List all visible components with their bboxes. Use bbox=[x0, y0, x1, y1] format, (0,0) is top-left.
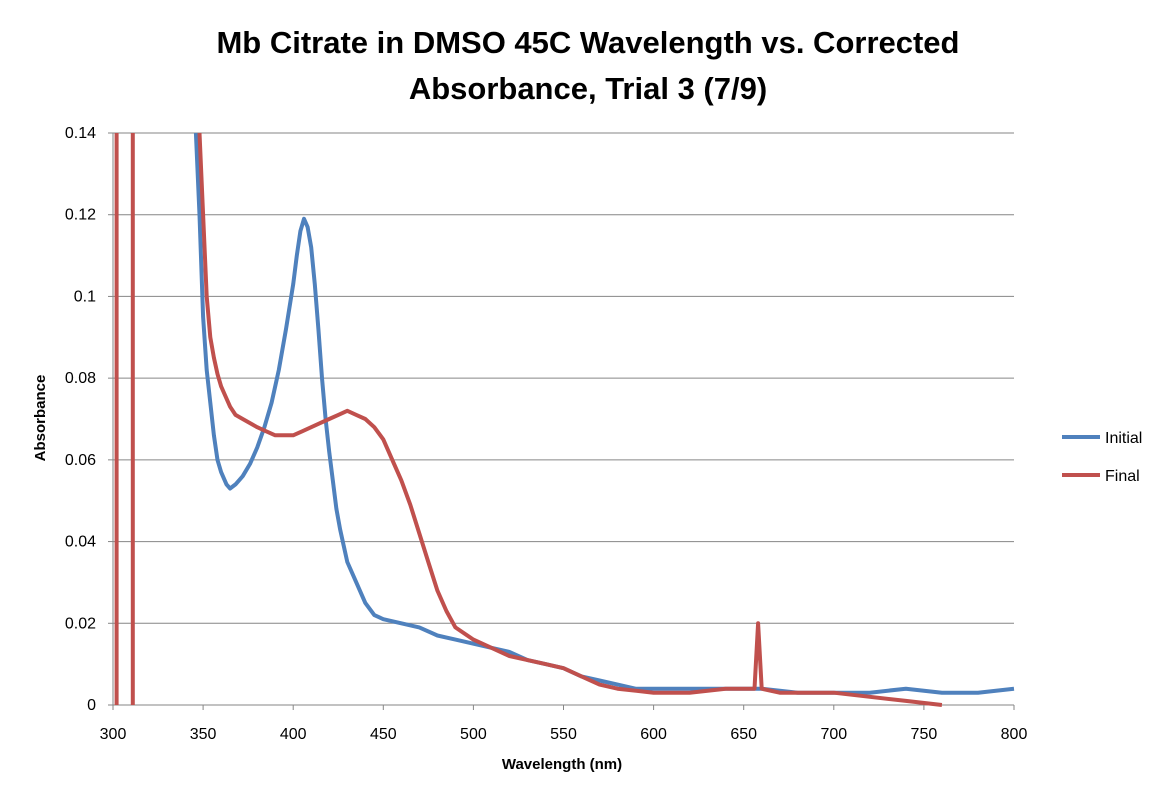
x-tick-label-5: 550 bbox=[550, 726, 577, 743]
tick-labels: 0 0.02 0.04 0.06 0.08 0.1 0.12 0.14 300 350 400 450… bbox=[65, 125, 1028, 743]
x-tick-label-4: 500 bbox=[460, 726, 487, 743]
x-tick-label-3: 450 bbox=[370, 726, 397, 743]
x-tick-label-0: 300 bbox=[100, 726, 127, 743]
x-axis-title: Wavelength (nm) bbox=[502, 756, 622, 773]
y-tick-label-7: 0.14 bbox=[65, 125, 96, 142]
legend-label-final: Final bbox=[1105, 468, 1140, 485]
legend: Initial Final bbox=[1062, 430, 1142, 485]
plot-area bbox=[114, 132, 1015, 707]
axes bbox=[108, 132, 1015, 710]
legend-label-initial: Initial bbox=[1105, 430, 1142, 447]
y-tick-label-4: 0.08 bbox=[65, 370, 96, 387]
y-tick-label-3: 0.06 bbox=[65, 452, 96, 469]
y-tick-label-5: 0.1 bbox=[74, 288, 96, 305]
y-tick-label-1: 0.02 bbox=[65, 615, 96, 632]
x-tick-label-7: 650 bbox=[730, 726, 757, 743]
chart-title: Mb Citrate in DMSO 45C Wavelength vs. Co… bbox=[216, 25, 959, 106]
y-tick-label-6: 0.12 bbox=[65, 207, 96, 224]
x-tick-label-10: 800 bbox=[1001, 726, 1028, 743]
chart-title-line-1: Mb Citrate in DMSO 45C Wavelength vs. Co… bbox=[216, 25, 959, 60]
x-tick-label-9: 750 bbox=[911, 726, 938, 743]
y-tick-label-0: 0 bbox=[87, 697, 96, 714]
chart-title-line-2: Absorbance, Trial 3 (7/9) bbox=[409, 71, 767, 106]
series-line-initial bbox=[193, 132, 1015, 695]
y-axis-title: Absorbance bbox=[32, 375, 49, 462]
x-tick-label-6: 600 bbox=[640, 726, 667, 743]
x-tick-label-2: 400 bbox=[280, 726, 307, 743]
y-tick-label-2: 0.04 bbox=[65, 534, 96, 551]
x-tick-label-8: 700 bbox=[820, 726, 847, 743]
gridlines bbox=[113, 132, 1014, 624]
series-line-final bbox=[197, 132, 943, 707]
x-tick-label-1: 350 bbox=[190, 726, 217, 743]
